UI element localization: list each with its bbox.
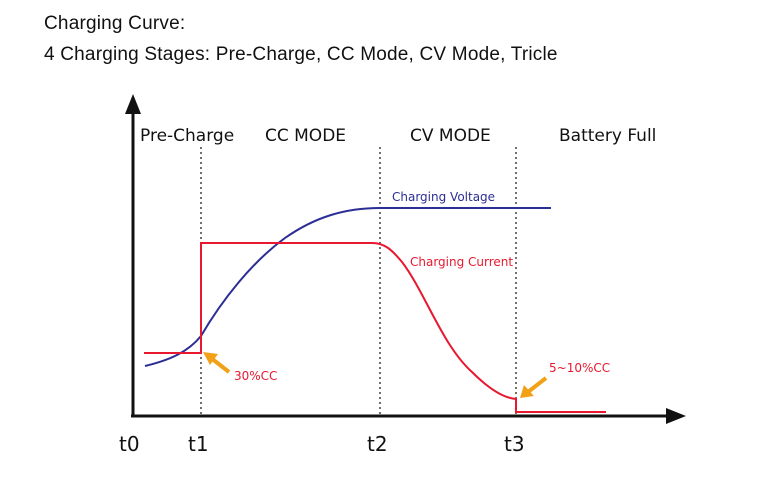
tick-t0: t0 xyxy=(119,432,140,456)
trickle-arrow-icon xyxy=(520,376,548,398)
tick-t2: t2 xyxy=(367,432,388,456)
charging-current-curve xyxy=(144,242,606,413)
x-axis-arrowhead xyxy=(666,408,686,424)
stage-label-cc-mode: CC MODE xyxy=(265,126,346,146)
stage-label-pre-charge: Pre-Charge xyxy=(140,126,234,146)
trickle-current-label: 5~10%CC xyxy=(549,361,610,375)
stage-label-battery-full: Battery Full xyxy=(559,126,656,146)
precharge-arrow-icon xyxy=(203,352,231,374)
diagram-title: Charging Curve: xyxy=(44,13,186,34)
tick-t3: t3 xyxy=(504,432,525,456)
y-axis-arrowhead xyxy=(125,94,141,114)
voltage-curve-label: Charging Voltage xyxy=(392,190,495,204)
diagram-subtitle: 4 Charging Stages: Pre-Charge, CC Mode, … xyxy=(44,44,558,65)
tick-t1: t1 xyxy=(188,432,209,456)
precharge-current-label: 30%CC xyxy=(234,369,277,383)
stage-label-cv-mode: CV MODE xyxy=(410,126,491,146)
charging-voltage-curve xyxy=(144,207,551,367)
current-curve-label: Charging Current xyxy=(410,255,513,269)
